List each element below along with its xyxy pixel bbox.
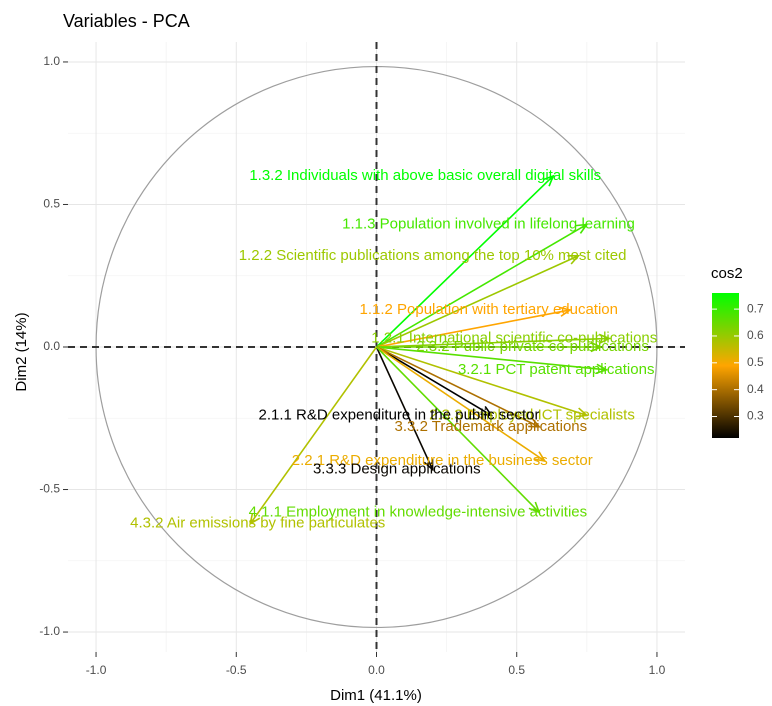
variable-label: 3.3.3 Design applications — [313, 461, 481, 478]
variable-label: 4.1.1 Employment in knowledge-intensive … — [249, 503, 588, 520]
variable-arrowhead — [559, 306, 572, 317]
variable-label: 1.1.3 Population involved in lifelong le… — [342, 215, 635, 232]
variable-label: 2.3.3 Employed ICT specialists — [429, 406, 635, 423]
y-axis-title: Dim2 (14%) — [13, 312, 30, 391]
variable-arrowhead — [598, 333, 612, 345]
variable-arrowhead — [480, 405, 494, 417]
variable-arrowhead — [595, 363, 609, 375]
variable-label: 2.2.1 R&D expenditure in the business se… — [292, 452, 593, 469]
x-tick-label: -1.0 — [86, 663, 107, 677]
variable-arrow — [375, 346, 540, 513]
variable-arrowhead — [590, 341, 603, 353]
variable-arrow — [375, 175, 554, 348]
variable-arrow — [376, 223, 588, 348]
variable-label: 1.2.1 International scientific co-public… — [371, 329, 657, 346]
x-tick-label: 0.5 — [508, 663, 525, 677]
legend-tick-label: 0.5 — [747, 355, 764, 369]
legend-title: cos2 — [711, 265, 743, 282]
variable-label: 3.2.1 PCT patent applications — [458, 361, 655, 378]
variable-arrowhead — [533, 451, 547, 463]
legend-tick-label: 0.7 — [747, 301, 764, 315]
variable-arrowhead — [528, 417, 541, 428]
legend-tick-label: 0.4 — [747, 382, 764, 396]
variable-label: 3.3.2 Trademark applications — [395, 418, 588, 435]
variable-arrow — [376, 255, 579, 348]
variable-label: 1.2.2 Scientific publications among the … — [239, 247, 627, 264]
variable-arrow — [376, 346, 492, 417]
legend-colorbar — [712, 293, 739, 438]
y-tick-label: 0.5 — [43, 197, 60, 211]
variable-arrowhead — [575, 407, 589, 418]
variable-label: 2.1.1 R&D expenditure in the public sect… — [258, 406, 539, 423]
cos2-legend: cos2 0.3 0.4 0.5 0.6 0.7 — [711, 265, 764, 438]
variable-arrow — [375, 346, 434, 470]
y-tick-label: -1.0 — [39, 624, 60, 638]
x-tick-label: 0.0 — [368, 663, 385, 677]
x-tick-label: -0.5 — [226, 663, 247, 677]
y-tick-label: -0.5 — [39, 482, 60, 496]
variable-arrowhead — [567, 254, 581, 265]
y-axis-ticks: -1.0 -0.5 0.0 0.5 1.0 — [39, 54, 68, 638]
variable-arrowhead — [528, 501, 541, 514]
variable-arrow — [376, 337, 610, 348]
chart-title: Variables - PCA — [63, 11, 190, 31]
legend-ticks: 0.3 0.4 0.5 0.6 0.7 — [712, 301, 764, 423]
variable-arrowhead — [249, 512, 261, 526]
x-tick-label: 1.0 — [649, 663, 666, 677]
variable-arrowhead — [423, 458, 434, 472]
variable-labels: 1.3.2 Individuals with above basic overa… — [130, 167, 657, 532]
variable-arrow — [376, 346, 588, 417]
variable-arrow — [376, 346, 546, 462]
variable-label: 4.3.2 Air emissions by fine particulates — [130, 515, 385, 532]
variable-arrows — [249, 174, 612, 526]
y-tick-label: 0.0 — [43, 339, 60, 353]
variable-label: 1.1.2 Population with tertiary education — [360, 301, 619, 318]
variable-arrow — [376, 309, 571, 348]
variable-label: 1.3.2 Individuals with above basic overa… — [249, 167, 601, 184]
x-axis-title: Dim1 (41.1%) — [330, 687, 422, 704]
legend-tick-label: 0.3 — [747, 409, 764, 423]
variable-arrow — [376, 346, 540, 428]
variable-arrow — [249, 346, 378, 525]
x-axis-ticks: -1.0 -0.5 0.0 0.5 1.0 — [86, 652, 666, 677]
variable-arrow — [376, 346, 607, 371]
variable-label: 2.3.2 Public-private co-publications — [416, 338, 649, 355]
variable-arrowhead — [542, 174, 555, 187]
legend-tick-label: 0.6 — [747, 328, 764, 342]
y-tick-label: 1.0 — [43, 54, 60, 68]
variable-arrowhead — [575, 223, 589, 234]
